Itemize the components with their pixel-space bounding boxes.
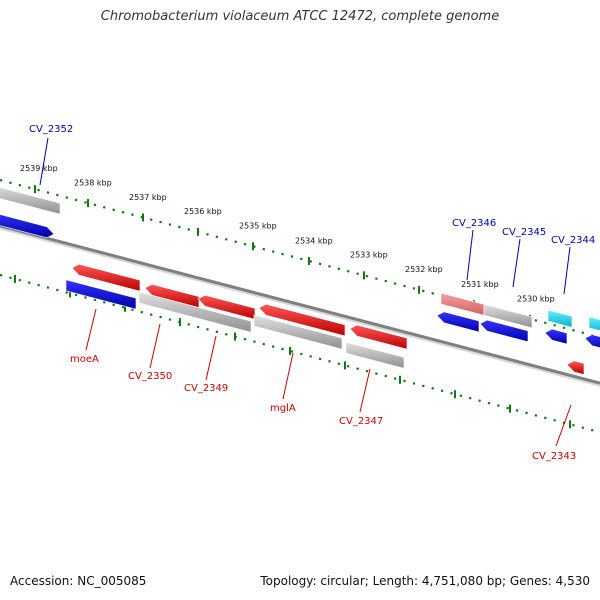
scale-tick-label: 2535 kbp <box>239 222 277 231</box>
scale-tick-label: 2534 kbp <box>295 236 333 245</box>
feature-CV_2346 <box>440 292 485 316</box>
gene-CV_2343 <box>566 360 585 375</box>
leader-line <box>85 308 97 351</box>
feature-CV_2352 <box>0 187 61 215</box>
scale-tick-label: 2539 kbp <box>20 164 58 173</box>
gene-CV_2344 <box>544 328 568 345</box>
gene-label-cv_2346: CV_2346 <box>452 218 496 229</box>
feature-CV_2344 <box>547 309 573 328</box>
feature-extra <box>588 316 600 332</box>
feature-mglA <box>253 314 343 350</box>
gene-label-cv_2343: CV_2343 <box>532 451 576 462</box>
leader-line <box>205 335 217 381</box>
map-title: Chromobacterium violaceum ATCC 12472, co… <box>100 9 500 24</box>
scale-labels: 2539 kbp 2538 kbp 2537 kbp 2536 kbp 2535 kbp… <box>20 164 555 303</box>
gene-label-cv_2349: CV_2349 <box>184 383 228 394</box>
feature-CV_2350 <box>138 291 252 333</box>
scale-tick-label: 2536 kbp <box>184 207 222 216</box>
gene-extra <box>584 334 600 349</box>
gene-CV_2346 <box>436 311 480 333</box>
leader-line <box>282 352 294 400</box>
feature-CV_2345 <box>483 303 533 329</box>
leader-line <box>359 368 371 413</box>
gene-CV_2345 <box>479 319 529 343</box>
tick-track <box>0 178 600 434</box>
gene-label-cv_2345: CV_2345 <box>502 227 546 238</box>
leader-line <box>149 323 161 369</box>
gene-label-cv_2344: CV_2344 <box>551 235 595 246</box>
leader-line <box>512 238 521 288</box>
gene-label-cv_2350: CV_2350 <box>128 371 172 382</box>
genome-stats: Topology: circular; Length: 4,751,080 bp… <box>260 574 590 588</box>
leader-line <box>39 137 49 186</box>
accession-label: Accession: NC_005085 <box>10 574 147 588</box>
gene-label-cv_2352: CV_2352 <box>29 124 73 135</box>
leader-line <box>466 229 474 281</box>
backbone <box>0 224 600 385</box>
feature-CV_2347 <box>345 341 405 369</box>
scale-tick-label: 2531 kbp <box>461 280 499 289</box>
gene-label-mgla: mglA <box>270 403 296 414</box>
gene-labels: CV_2352 CV_2346 CV_2345 CV_2344 moeA CV_2350 C… <box>29 124 595 462</box>
gene-moeA <box>71 263 141 292</box>
gene-mglA <box>258 303 346 337</box>
leader-line <box>555 404 572 447</box>
gene-moeA-partner <box>65 279 137 310</box>
scale-tick-label: 2532 kbp <box>405 265 443 274</box>
scale-tick-label: 2533 kbp <box>350 251 388 260</box>
scale-tick-label: 2530 kbp <box>517 294 555 303</box>
scale-tick-label: 2538 kbp <box>74 178 112 187</box>
leader-line <box>563 246 571 295</box>
gene-CV_2347 <box>349 324 408 350</box>
gene-CV_2352 <box>0 214 55 239</box>
gene-label-moea: moeA <box>70 354 99 365</box>
gene-CV_2349 <box>197 294 256 320</box>
scale-tick-label: 2537 kbp <box>129 193 167 202</box>
gene-label-cv_2347: CV_2347 <box>339 416 383 427</box>
feature-track <box>0 187 600 375</box>
